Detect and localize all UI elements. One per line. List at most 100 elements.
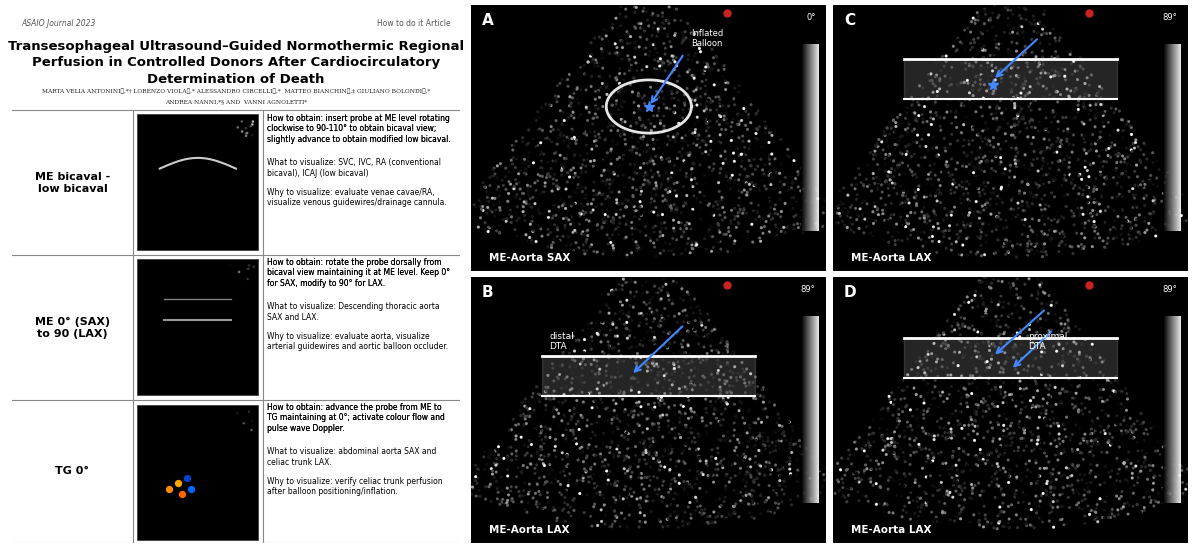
Point: [686, 49, 706, 58]
Point: [1074, 491, 1093, 500]
Point: [994, 490, 1013, 499]
Point: [1135, 453, 1154, 462]
Point: [702, 327, 721, 335]
Point: [952, 481, 971, 490]
Point: [473, 202, 492, 211]
Point: [581, 248, 600, 257]
Point: [682, 377, 701, 386]
Point: [692, 318, 712, 327]
Point: [725, 446, 744, 455]
Point: [485, 212, 504, 220]
Point: [630, 438, 649, 447]
Point: [691, 380, 710, 389]
Point: [581, 465, 600, 473]
Point: [952, 210, 971, 219]
Point: [1123, 489, 1142, 498]
Point: [676, 508, 695, 517]
Point: [1153, 484, 1172, 493]
Point: [583, 206, 602, 214]
Point: [557, 435, 576, 443]
Point: [1145, 472, 1164, 481]
Point: [1146, 232, 1165, 241]
Point: [1129, 227, 1148, 236]
Point: [1032, 147, 1051, 156]
Point: [634, 180, 653, 189]
Point: [1008, 34, 1027, 43]
Point: [1037, 479, 1056, 488]
Point: [649, 426, 668, 435]
Point: [1013, 487, 1032, 496]
Point: [478, 187, 497, 196]
Point: [902, 383, 922, 392]
Point: [974, 433, 994, 442]
Point: [1134, 139, 1153, 147]
Point: [961, 342, 980, 351]
Point: [1174, 489, 1193, 498]
Point: [1176, 216, 1195, 225]
Point: [937, 157, 956, 166]
Point: [576, 190, 595, 199]
Point: [518, 187, 538, 196]
Point: [527, 237, 546, 246]
Point: [624, 207, 643, 215]
Point: [1003, 395, 1022, 404]
Point: [1022, 430, 1042, 439]
Point: [1121, 414, 1140, 423]
Point: [941, 355, 960, 363]
Point: [600, 234, 619, 243]
Point: [908, 369, 928, 378]
Point: [624, 129, 643, 138]
Point: [638, 472, 658, 481]
Point: [1000, 29, 1019, 38]
Point: [875, 216, 894, 225]
Point: [655, 238, 674, 247]
Point: [985, 76, 1004, 84]
Point: [563, 134, 582, 143]
Point: [722, 127, 742, 136]
Point: [900, 120, 919, 129]
Point: [1105, 481, 1124, 489]
Point: [1022, 199, 1042, 208]
Point: [1100, 392, 1120, 401]
Point: [604, 493, 623, 502]
Point: [1010, 333, 1030, 341]
Point: [574, 355, 593, 363]
Point: [610, 88, 629, 96]
Point: [980, 103, 1000, 112]
Point: [1031, 444, 1050, 453]
Point: [739, 405, 758, 414]
Point: [1098, 412, 1117, 420]
Point: [971, 61, 990, 70]
Point: [554, 163, 574, 172]
Point: [560, 220, 580, 229]
Point: [733, 132, 752, 140]
Point: [900, 198, 919, 207]
Point: [740, 508, 760, 517]
Point: [632, 435, 652, 444]
Point: [991, 224, 1010, 232]
Point: [980, 195, 1000, 203]
Point: [755, 160, 774, 169]
Point: [876, 131, 895, 140]
Point: [1006, 101, 1025, 110]
Point: [1031, 364, 1050, 373]
Point: [1015, 236, 1034, 244]
Point: [686, 446, 706, 454]
Point: [485, 164, 504, 173]
Point: [671, 321, 690, 330]
Point: [1063, 109, 1082, 118]
Point: [983, 22, 1002, 31]
Point: [739, 180, 758, 189]
Point: [624, 392, 643, 401]
Point: [780, 441, 799, 449]
Point: [655, 20, 674, 28]
Point: [925, 376, 944, 385]
Point: [676, 158, 695, 167]
Point: [576, 467, 595, 476]
Point: [828, 202, 847, 211]
Point: [582, 145, 601, 153]
Point: [1080, 91, 1099, 100]
Point: [592, 200, 611, 209]
Point: [586, 132, 605, 140]
Point: [694, 40, 713, 49]
